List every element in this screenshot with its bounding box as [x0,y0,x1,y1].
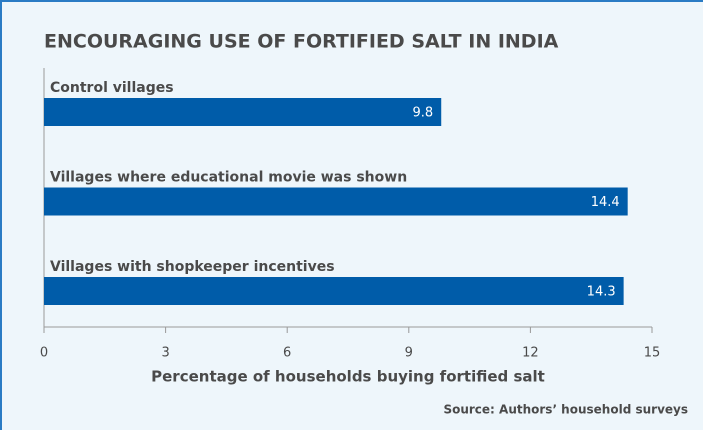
x-tick-label: 12 [522,346,539,361]
category-label: Control villages [50,80,174,96]
value-label: 9.8 [413,106,434,121]
bar [44,277,624,305]
x-tick-label: 15 [644,346,661,361]
value-label: 14.3 [587,285,616,300]
x-tick-label: 9 [405,346,413,361]
chart-title: ENCOURAGING USE OF FORTIFIED SALT IN IND… [44,31,559,53]
category-label: Villages with shopkeeper incentives [50,259,335,275]
x-tick-label: 6 [283,346,291,361]
bar [44,187,628,216]
x-axis-label: Percentage of households buying fortifie… [151,368,545,386]
x-tick-label: 3 [161,346,169,361]
value-label: 14.4 [591,195,620,210]
x-tick-label: 0 [40,346,48,361]
category-label: Villages where educational movie was sho… [50,170,407,186]
bar [44,98,442,126]
source: Source: Authors’ household surveys [443,403,688,417]
